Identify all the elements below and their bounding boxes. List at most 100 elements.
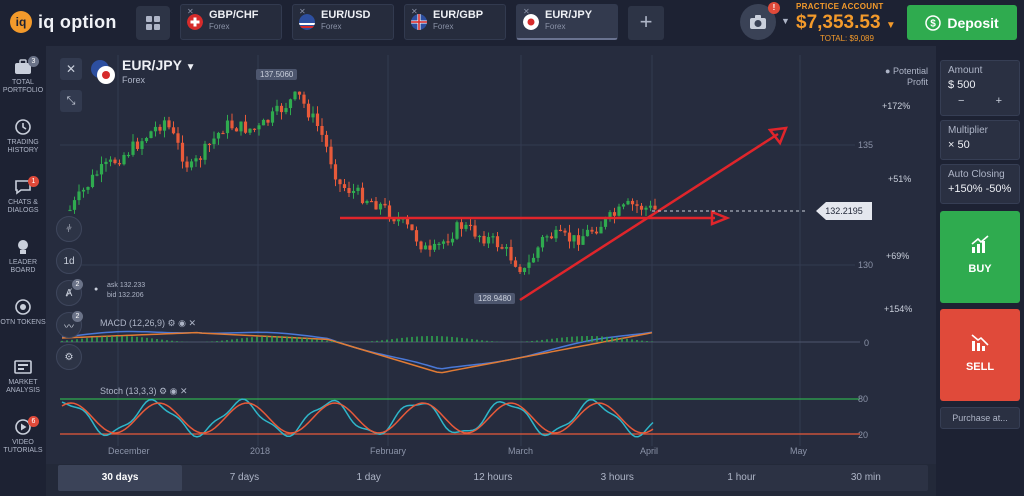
buy-button[interactable]: BUY — [940, 211, 1020, 303]
tab-eur-usd[interactable]: ✕ EUR/USD Forex — [292, 4, 394, 40]
tab-gbp-chf[interactable]: ✕ GBP/CHF Forex — [180, 4, 282, 40]
candle-body — [225, 120, 230, 134]
sell-button[interactable]: SELL — [940, 309, 1020, 401]
candle-body — [603, 217, 608, 227]
timeframe-3-hours[interactable]: 3 hours — [600, 472, 634, 483]
candle-body — [333, 164, 338, 180]
sidebar-item-portfolio[interactable]: TOTAL PORTFOLIO 3 — [0, 56, 46, 95]
increase-button[interactable]: + — [995, 95, 1002, 107]
decrease-button[interactable]: − — [958, 95, 965, 107]
candle-body — [504, 247, 509, 249]
chart-up-icon — [971, 235, 989, 253]
chart-settings-button[interactable]: ⚙ — [56, 344, 82, 370]
grid-menu-button[interactable] — [136, 6, 170, 40]
tab-eur-gbp[interactable]: ✕ EUR/GBP Forex — [404, 4, 506, 40]
tab-pair: EUR/JPY — [545, 9, 593, 21]
x-axis-label: 2018 — [250, 446, 271, 456]
candle-body — [257, 125, 261, 130]
sidebar-item-chats[interactable]: CHATS & DIALOGS 1 — [0, 176, 46, 215]
plus-icon: + — [639, 9, 653, 34]
camera-button[interactable] — [740, 4, 776, 40]
candle-body — [648, 205, 653, 208]
candle-body — [464, 224, 468, 229]
account-balance[interactable]: PRACTICE ACCOUNT $7,353.53 ▼ TOTAL: $9,0… — [796, 2, 896, 43]
candle-body — [617, 206, 621, 216]
timeframe-30-days[interactable]: 30 days — [58, 465, 183, 491]
candle-body — [302, 94, 306, 104]
sidebar-item-market-analysis[interactable]: MARKET ANALYSIS — [0, 358, 46, 395]
sidebar-item-label: OTN TOKENS — [0, 319, 46, 326]
auto-closing-box[interactable]: Auto Closing +150% -50% — [940, 164, 1020, 204]
timeframe-1-day[interactable]: 1 day — [356, 472, 381, 483]
sell-label: SELL — [965, 361, 995, 373]
candle-body — [113, 159, 117, 164]
candle-body — [351, 190, 356, 194]
candle-body — [522, 267, 527, 273]
timeframe-7-days[interactable]: 7 days — [229, 472, 260, 483]
candle-body — [414, 230, 419, 242]
macd-histogram — [61, 336, 653, 342]
candle-body — [270, 111, 275, 123]
timeframe-30-min[interactable]: 30 min — [850, 472, 881, 483]
price-chart[interactable] — [46, 46, 936, 464]
briefcase-icon — [13, 58, 33, 76]
candle-body — [540, 236, 545, 248]
candle-body — [477, 235, 482, 238]
sidebar-item-label: LEADER BOARD — [8, 259, 37, 274]
asset-type: Forex — [122, 75, 146, 85]
candle-body — [104, 161, 108, 165]
close-icon: ✕ — [65, 62, 77, 76]
multiplier-box[interactable]: Multiplier × 50 — [940, 120, 1020, 160]
auto-closing-value: +150% -50% — [948, 183, 1012, 195]
tab-eur-jpy[interactable]: ✕ EUR/JPY Forex — [516, 4, 618, 40]
macd-header[interactable]: MACD (12,26,9) ⚙ ◉ ✕ — [100, 318, 196, 329]
candle-body — [284, 108, 288, 113]
indicators-button[interactable]: ⫩ — [56, 216, 82, 242]
candle-body — [99, 164, 104, 175]
sidebar-item-video-tutorials[interactable]: VIDEO TUTORIALS 6 — [0, 416, 46, 455]
candle-body — [365, 200, 369, 204]
deposit-button[interactable]: $ Deposit — [907, 5, 1017, 40]
asset-header[interactable]: EUR/JPY ▼ Forex — [90, 57, 195, 85]
arrow-up-right-icon — [767, 126, 788, 146]
close-icon[interactable]: ✕ — [523, 7, 530, 16]
sidebar-item-trading-history[interactable]: TRADING HISTORY — [0, 118, 46, 155]
trade-panel: Amount $ 500 − + Multiplier × 50 Auto Cl… — [936, 46, 1024, 496]
candle-body — [576, 235, 581, 245]
flag-eu-jp-icon — [91, 60, 115, 84]
close-icon[interactable]: ✕ — [187, 7, 194, 16]
macd-label: MACD (12,26,9) — [100, 318, 166, 328]
close-icon[interactable]: ✕ — [411, 7, 418, 16]
flag-gb-icon — [411, 14, 427, 30]
collapse-button[interactable]: ⤡ — [60, 90, 82, 112]
timeframe-button[interactable]: 1d — [56, 248, 82, 274]
candle-body — [162, 120, 167, 131]
sidebar-item-label: VIDEO TUTORIALS — [3, 439, 43, 454]
grid-icon — [146, 16, 160, 30]
close-icon[interactable]: ✕ — [299, 7, 306, 16]
candle-body — [437, 243, 441, 246]
close-chart-button[interactable]: ✕ — [60, 58, 82, 80]
candle-body — [320, 126, 324, 135]
candle-body — [126, 154, 131, 157]
tab-type: Forex — [545, 22, 566, 31]
stoch-header[interactable]: Stoch (13,3,3) ⚙ ◉ ✕ — [100, 386, 188, 397]
sidebar-item-leaderboard[interactable]: LEADER BOARD — [0, 238, 46, 275]
purchase-at-button[interactable]: Purchase at... — [940, 407, 1020, 429]
bid-value: bid 132.206 — [107, 292, 144, 299]
logo[interactable]: iq iq option — [10, 11, 117, 33]
candle-body — [275, 105, 279, 112]
timeframe-12-hours[interactable]: 12 hours — [473, 472, 513, 483]
candle-body — [239, 121, 243, 132]
camera-icon — [750, 15, 766, 29]
ask-value: ask 132.233 — [107, 282, 146, 289]
profit-level: +51% — [888, 174, 912, 184]
candle-body — [293, 91, 297, 100]
chevron-down-icon[interactable]: ▼ — [781, 16, 790, 26]
candle-body — [131, 141, 135, 155]
add-tab-button[interactable]: + — [628, 6, 664, 40]
sidebar-item-otn-tokens[interactable]: OTN TOKENS — [0, 298, 46, 327]
amount-input[interactable]: $ 500 — [948, 79, 976, 91]
play-icon — [13, 418, 33, 436]
timeframe-1-hour[interactable]: 1 hour — [727, 472, 756, 483]
